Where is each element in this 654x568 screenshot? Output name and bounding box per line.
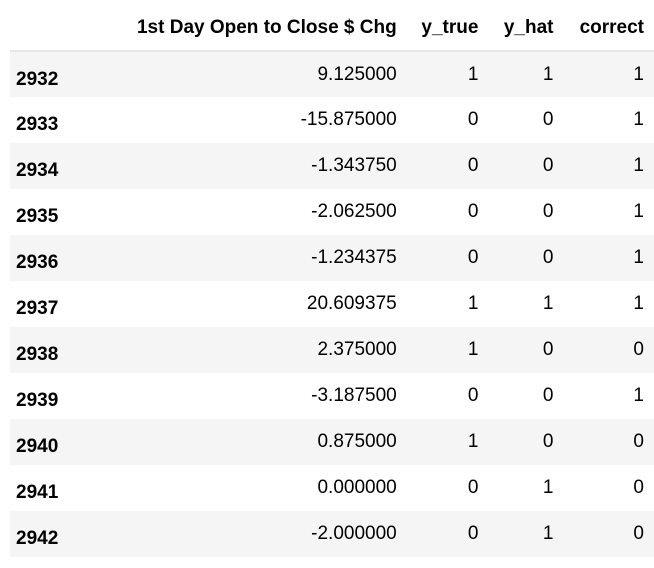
cell-chg: 9.125000 bbox=[317, 63, 397, 85]
cell-chg: -1.343750 bbox=[311, 155, 397, 176]
row-index: 2941 bbox=[16, 482, 59, 503]
row-index: 2937 bbox=[16, 298, 59, 319]
cell-y-true: 1 bbox=[467, 293, 479, 314]
row-index: 2938 bbox=[16, 344, 59, 365]
row-index: 2942 bbox=[16, 528, 59, 549]
cell-correct: 1 bbox=[633, 201, 644, 222]
table-row: 2932 9.125000 1 1 1 bbox=[10, 51, 654, 97]
cell-correct: 1 bbox=[633, 155, 644, 176]
cell-correct: 0 bbox=[633, 523, 644, 544]
row-index: 2940 bbox=[16, 436, 59, 457]
cell-y-true: 0 bbox=[467, 477, 479, 498]
row-index: 2932 bbox=[16, 68, 59, 90]
cell-y-hat: 0 bbox=[542, 339, 554, 360]
cell-chg: 0.875000 bbox=[317, 431, 397, 452]
cell-chg: -1.234375 bbox=[311, 247, 397, 268]
cell-chg: -2.000000 bbox=[311, 523, 397, 544]
table-row: 2937 20.609375 1 1 1 bbox=[10, 281, 654, 327]
column-header-y-hat: y_hat bbox=[488, 6, 564, 52]
table-row: 2933 -15.875000 0 0 1 bbox=[10, 97, 654, 143]
cell-correct: 1 bbox=[633, 293, 644, 314]
table-body: 2932 9.125000 1 1 1 2933 -15.875000 0 0 1 2934 -1.3… bbox=[10, 51, 654, 557]
index-header bbox=[10, 6, 74, 52]
cell-y-hat: 0 bbox=[542, 201, 554, 222]
cell-correct: 1 bbox=[633, 63, 644, 85]
cell-y-hat: 1 bbox=[542, 63, 554, 85]
cell-correct: 1 bbox=[633, 247, 644, 268]
column-header-chg: 1st Day Open to Close $ Chg bbox=[73, 6, 407, 52]
table-row: 2942 -2.000000 0 1 0 bbox=[10, 511, 654, 557]
table-row: 2939 -3.187500 0 0 1 bbox=[10, 373, 654, 419]
table-row: 2941 0.000000 0 1 0 bbox=[10, 465, 654, 511]
header-row: 1st Day Open to Close $ Chg y_true y_hat… bbox=[10, 6, 654, 52]
column-header-y-true: y_true bbox=[406, 6, 489, 52]
table-row: 2938 2.375000 1 0 0 bbox=[10, 327, 654, 373]
cell-y-hat: 1 bbox=[542, 477, 554, 498]
column-header-correct: correct bbox=[563, 6, 654, 52]
row-index: 2934 bbox=[16, 160, 59, 181]
table-row: 2934 -1.343750 0 0 1 bbox=[10, 143, 654, 189]
cell-y-hat: 1 bbox=[542, 523, 554, 544]
table-row: 2936 -1.234375 0 0 1 bbox=[10, 235, 654, 281]
cell-chg: -15.875000 bbox=[300, 109, 397, 130]
row-index: 2933 bbox=[16, 114, 59, 135]
cell-chg: 2.375000 bbox=[317, 339, 397, 360]
cell-y-hat: 0 bbox=[542, 109, 554, 130]
cell-correct: 1 bbox=[633, 109, 644, 130]
row-index: 2935 bbox=[16, 206, 59, 227]
cell-y-true: 0 bbox=[467, 385, 479, 406]
cell-chg: 0.000000 bbox=[317, 477, 397, 498]
cell-correct: 0 bbox=[633, 339, 644, 360]
cell-correct: 0 bbox=[633, 431, 644, 452]
cell-chg: -2.062500 bbox=[311, 201, 397, 222]
cell-y-true: 0 bbox=[467, 523, 479, 544]
cell-y-true: 0 bbox=[467, 109, 479, 130]
cell-chg: -3.187500 bbox=[311, 385, 397, 406]
cell-y-hat: 0 bbox=[542, 247, 554, 268]
table-header: 1st Day Open to Close $ Chg y_true y_hat… bbox=[10, 6, 654, 52]
cell-y-hat: 0 bbox=[542, 155, 554, 176]
cell-y-true: 0 bbox=[467, 155, 479, 176]
cell-y-true: 1 bbox=[467, 339, 479, 360]
cell-y-true: 1 bbox=[467, 63, 479, 85]
cell-y-true: 0 bbox=[467, 247, 479, 268]
table-row: 2940 0.875000 1 0 0 bbox=[10, 419, 654, 465]
dataframe-table: 1st Day Open to Close $ Chg y_true y_hat… bbox=[10, 6, 654, 557]
row-index: 2936 bbox=[16, 252, 59, 273]
cell-y-true: 1 bbox=[467, 431, 479, 452]
cell-y-hat: 0 bbox=[542, 431, 554, 452]
cell-chg: 20.609375 bbox=[306, 293, 397, 314]
cell-correct: 1 bbox=[633, 385, 644, 406]
row-index: 2939 bbox=[16, 390, 59, 411]
cell-y-hat: 0 bbox=[542, 385, 554, 406]
table-row: 2935 -2.062500 0 0 1 bbox=[10, 189, 654, 235]
cell-y-true: 0 bbox=[467, 201, 479, 222]
cell-y-hat: 1 bbox=[542, 293, 554, 314]
cell-correct: 0 bbox=[633, 477, 644, 498]
